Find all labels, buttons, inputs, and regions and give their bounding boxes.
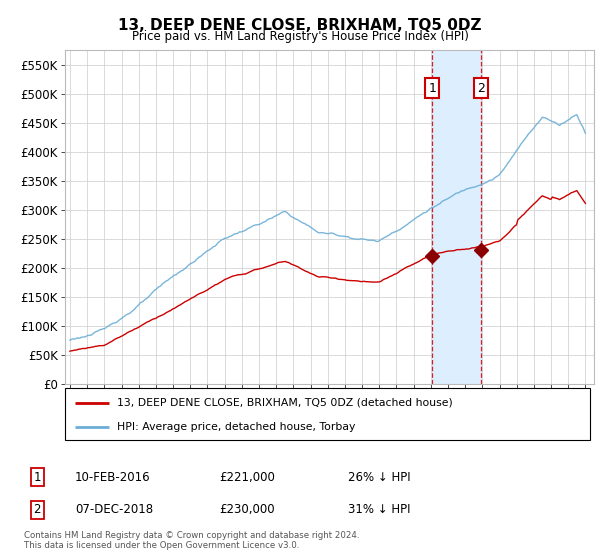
Text: 26% ↓ HPI: 26% ↓ HPI bbox=[348, 470, 410, 484]
Text: 10-FEB-2016: 10-FEB-2016 bbox=[75, 470, 151, 484]
Text: HPI: Average price, detached house, Torbay: HPI: Average price, detached house, Torb… bbox=[118, 422, 356, 432]
Text: 1: 1 bbox=[428, 82, 436, 95]
Text: Contains HM Land Registry data © Crown copyright and database right 2024.
This d: Contains HM Land Registry data © Crown c… bbox=[24, 530, 359, 550]
Text: 13, DEEP DENE CLOSE, BRIXHAM, TQ5 0DZ (detached house): 13, DEEP DENE CLOSE, BRIXHAM, TQ5 0DZ (d… bbox=[118, 398, 453, 408]
Text: 2: 2 bbox=[34, 503, 41, 516]
Text: 2: 2 bbox=[477, 82, 485, 95]
Text: £221,000: £221,000 bbox=[219, 470, 275, 484]
Text: 13, DEEP DENE CLOSE, BRIXHAM, TQ5 0DZ: 13, DEEP DENE CLOSE, BRIXHAM, TQ5 0DZ bbox=[118, 18, 482, 33]
Text: 07-DEC-2018: 07-DEC-2018 bbox=[75, 503, 153, 516]
Text: 1: 1 bbox=[34, 470, 41, 484]
Text: £230,000: £230,000 bbox=[219, 503, 275, 516]
Text: Price paid vs. HM Land Registry's House Price Index (HPI): Price paid vs. HM Land Registry's House … bbox=[131, 30, 469, 43]
Bar bbox=[432, 50, 481, 384]
Text: 31% ↓ HPI: 31% ↓ HPI bbox=[348, 503, 410, 516]
